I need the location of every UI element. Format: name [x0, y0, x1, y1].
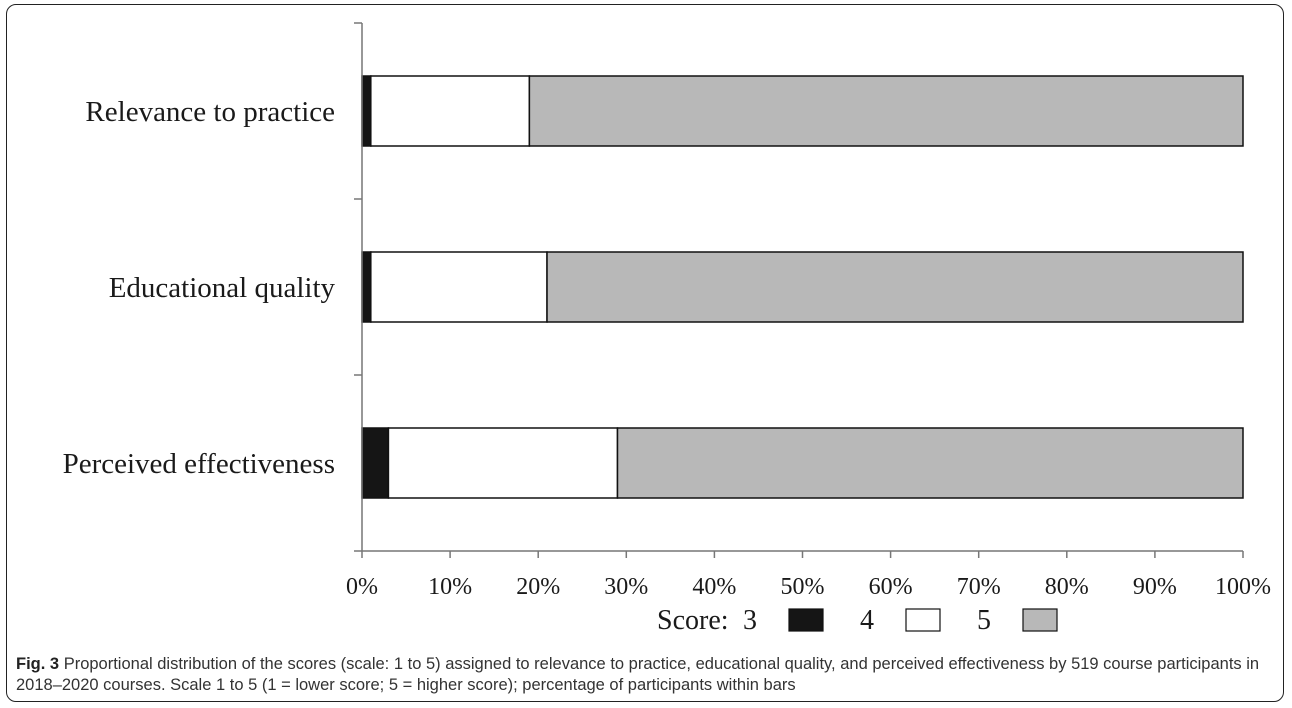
- bar-1-score-3: [361, 75, 372, 147]
- category-label: Relevance to practice: [85, 96, 335, 128]
- bar-3-score-3: [361, 427, 390, 499]
- x-tick-label: 80%: [1045, 574, 1089, 600]
- legend-swatch-3: [788, 608, 824, 632]
- x-tick-label: 50%: [781, 574, 825, 600]
- bar-1-score-5: [528, 75, 1244, 147]
- figure-caption: Fig. 3 Proportional distribution of the …: [16, 654, 1274, 696]
- x-tick-label: 60%: [869, 574, 913, 600]
- x-tick-label: 10%: [428, 574, 472, 600]
- bar-2-score-3: [361, 251, 372, 323]
- caption-text: Proportional distribution of the scores …: [16, 655, 1260, 694]
- x-tick-label: 40%: [692, 574, 736, 600]
- legend-swatch-4: [905, 608, 941, 632]
- x-tick-label: 30%: [604, 574, 648, 600]
- bar-1-score-4: [370, 75, 531, 147]
- x-tick-label: 0%: [346, 574, 378, 600]
- figure-label: Fig. 3: [16, 655, 60, 673]
- legend-label-4: 4: [860, 605, 874, 636]
- legend-title: Score:: [657, 605, 729, 636]
- category-label: Educational quality: [109, 272, 336, 304]
- x-tick-label: 70%: [957, 574, 1001, 600]
- legend-swatch-5: [1022, 608, 1058, 632]
- bar-2-score-5: [546, 251, 1244, 323]
- legend-label-3: 3: [743, 605, 757, 636]
- stacked-bar-chart: Relevance to practice Educational quality…: [63, 22, 1271, 636]
- bar-2-score-4: [370, 251, 548, 323]
- bar-3-score-5: [616, 427, 1244, 499]
- category-label: Perceived effectiveness: [63, 448, 335, 480]
- legend-label-5: 5: [977, 605, 991, 636]
- x-tick-label: 20%: [516, 574, 560, 600]
- x-tick-label: 100%: [1215, 574, 1271, 600]
- bar-3-score-4: [387, 427, 619, 499]
- x-tick-label: 90%: [1133, 574, 1177, 600]
